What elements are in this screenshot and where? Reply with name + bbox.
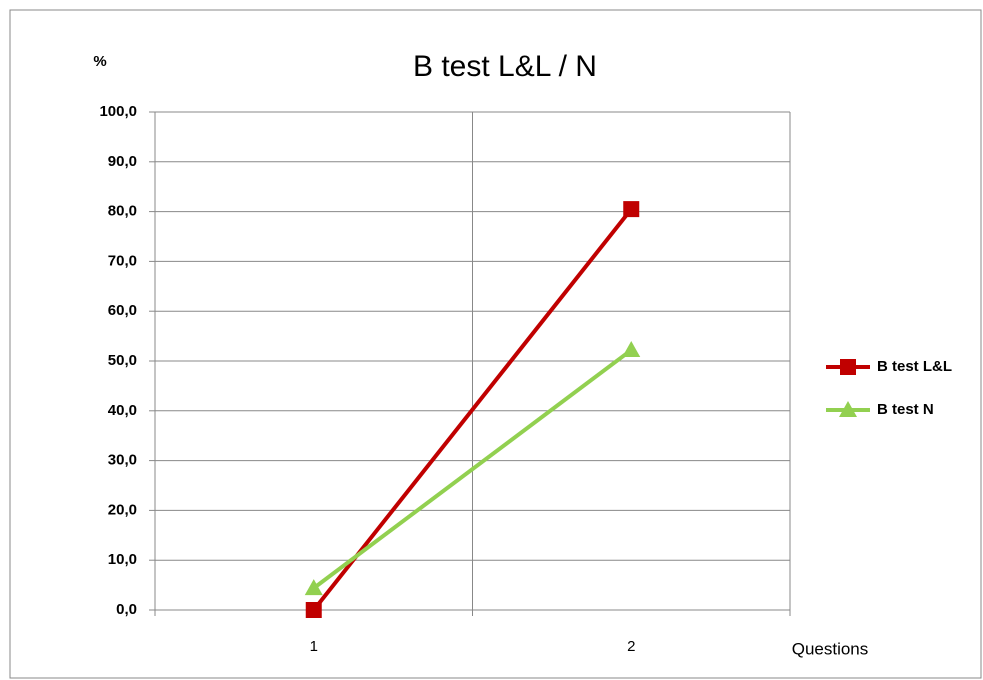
y-tick-label: 90,0	[108, 153, 137, 170]
y-tick-label: 80,0	[108, 203, 137, 220]
x-tick-label: 2	[627, 638, 635, 655]
y-tick-label: 50,0	[108, 352, 137, 369]
chart-title: B test L&L / N	[413, 50, 597, 83]
y-tick-label: 70,0	[108, 252, 137, 269]
point	[623, 201, 640, 218]
point	[304, 579, 323, 596]
y-tick-label: 100,0	[99, 103, 137, 120]
legend-label: B test L&L	[877, 358, 952, 375]
x-axis-label: Questions	[792, 639, 869, 658]
y-tick-label: 10,0	[108, 551, 137, 568]
y-tick-label: 60,0	[108, 302, 137, 319]
y-axis-label: %	[93, 53, 106, 70]
y-tick-label: 40,0	[108, 402, 137, 419]
point	[305, 602, 322, 618]
x-tick-label: 1	[310, 638, 318, 655]
legend-marker	[840, 359, 856, 375]
y-tick-label: 30,0	[108, 452, 137, 469]
legend-label: B test N	[877, 401, 934, 418]
point	[622, 341, 641, 358]
series-line	[312, 348, 633, 590]
y-tick-label: 0,0	[116, 601, 137, 618]
legend-marker	[839, 401, 857, 417]
series-line	[312, 207, 633, 612]
chart-frame	[9, 9, 982, 679]
y-tick-label: 20,0	[108, 501, 137, 518]
